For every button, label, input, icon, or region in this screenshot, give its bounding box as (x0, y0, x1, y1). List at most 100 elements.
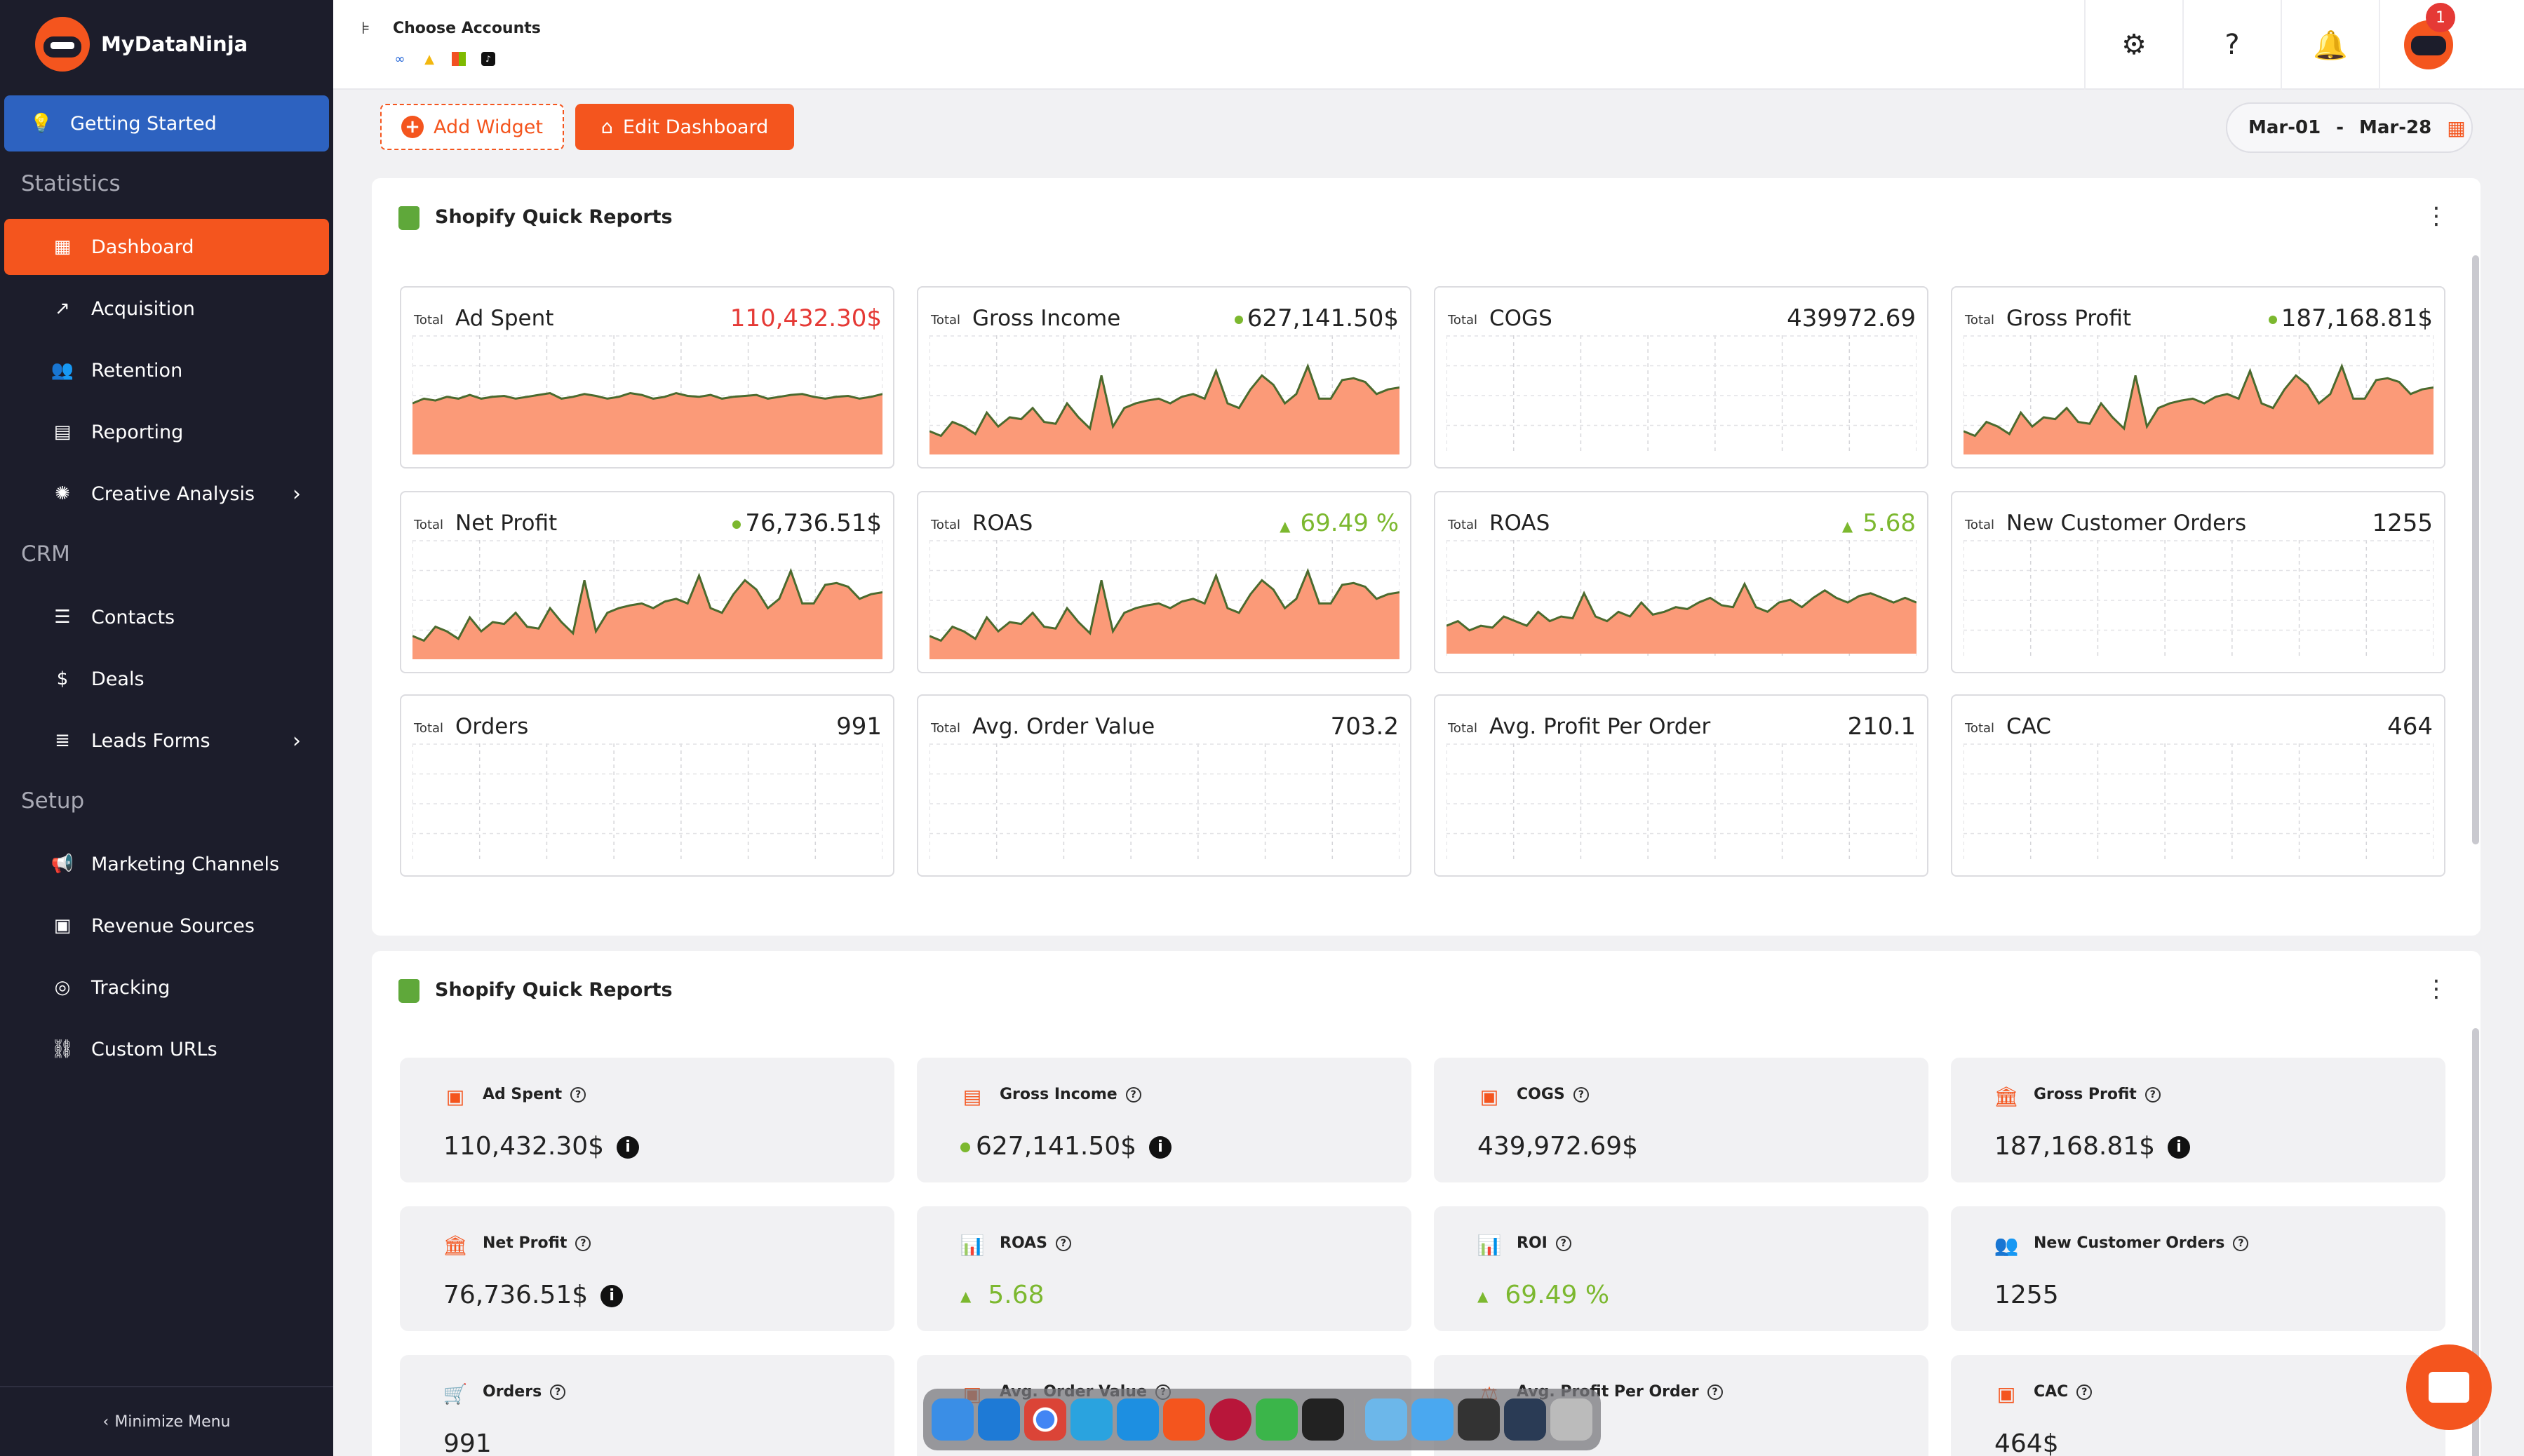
kpi-value: 627,141.50$ (1234, 304, 1399, 332)
sidebar-item-marketing-channels[interactable]: 📢 Marketing Channels (4, 836, 329, 892)
git-app-icon[interactable] (1209, 1398, 1251, 1441)
help-button[interactable]: ? (2182, 0, 2281, 90)
sidebar-item-label: Tracking (91, 976, 170, 999)
sidebar-item-revenue-sources[interactable]: ▣ Revenue Sources (4, 898, 329, 954)
kpi-stat-card[interactable]: ▣ CAC? 464$ (1951, 1355, 2445, 1456)
sidebar-item-label: Creative Analysis (91, 483, 255, 505)
preview-icon[interactable] (1365, 1398, 1407, 1441)
help-circle-icon[interactable]: ? (1125, 1087, 1141, 1103)
trash-icon[interactable] (1550, 1398, 1592, 1441)
kpi-stat-card[interactable]: ▣ Ad Spent? 110,432.30$ i (400, 1058, 894, 1182)
kpi-stat-card[interactable]: 👥 New Customer Orders? 1255 (1951, 1206, 2445, 1331)
kpi-chart-card[interactable]: Total Orders 991 (400, 694, 894, 877)
minimize-menu-label: Minimize Menu (114, 1413, 231, 1431)
stat-value-text: 5.68 (988, 1281, 1045, 1309)
kpi-chart-card[interactable]: Total Avg. Order Value 703.2 (917, 694, 1411, 877)
folder-icon[interactable] (1411, 1398, 1454, 1441)
scrollbar[interactable] (2472, 1028, 2479, 1456)
choose-accounts-button[interactable]: Choose Accounts (393, 20, 541, 37)
kpi-stat-card[interactable]: 🏛 Gross Profit? 187,168.81$ i (1951, 1058, 2445, 1182)
help-circle-icon[interactable]: ? (1055, 1236, 1071, 1251)
terminal-icon[interactable] (1302, 1398, 1344, 1441)
stat-label-text: Net Profit (483, 1234, 568, 1252)
more-options-icon[interactable]: ⋮ (2424, 975, 2448, 1003)
account-tree-icon: ⊧ (361, 18, 370, 38)
chrome-icon[interactable] (1024, 1398, 1066, 1441)
sidebar-item-creative-analysis[interactable]: ✺ Creative Analysis › (4, 466, 329, 522)
sublime-icon[interactable] (1163, 1398, 1205, 1441)
cash-icon: ▣ (1479, 1084, 1499, 1108)
sidebar-item-acquisition[interactable]: ↗ Acquisition (4, 281, 329, 337)
help-circle-icon[interactable]: ? (2144, 1087, 2161, 1103)
kpi-stat-card[interactable]: 🛒 Orders? 991 (400, 1355, 894, 1456)
form-icon: ≣ (55, 730, 70, 751)
numbers-icon[interactable] (1256, 1398, 1298, 1441)
kpi-chart-card[interactable]: Total Gross Profit 187,168.81$ (1951, 286, 2445, 469)
edit-dashboard-button[interactable]: ⌂ Edit Dashboard (575, 104, 794, 150)
kpi-stat-card[interactable]: ▤ Gross Income? 627,141.50$ i (917, 1058, 1411, 1182)
window-thumb-icon[interactable] (1504, 1398, 1546, 1441)
help-circle-icon[interactable]: ? (550, 1384, 566, 1400)
kpi-stat-card[interactable]: 🏛 Net Profit? 76,736.51$ i (400, 1206, 894, 1331)
area-fill (929, 366, 1399, 454)
notification-badge: 1 (2426, 3, 2455, 32)
finder-icon[interactable] (932, 1398, 974, 1441)
kpi-value-text: 76,736.51$ (745, 509, 882, 537)
kpi-chart-card[interactable]: Total Net Profit 76,736.51$ (400, 491, 894, 673)
chat-button[interactable] (2406, 1344, 2492, 1430)
help-circle-icon[interactable]: ? (2233, 1236, 2249, 1251)
kpi-chart-card[interactable]: Total CAC 464 (1951, 694, 2445, 877)
help-circle-icon[interactable]: ? (575, 1236, 591, 1251)
kpi-chart-card[interactable]: Total Gross Income 627,141.50$ (917, 286, 1411, 469)
info-icon[interactable]: i (1149, 1136, 1172, 1159)
sidebar-item-contacts[interactable]: ☰ Contacts (4, 589, 329, 645)
date-to: Mar-28 (2359, 117, 2432, 138)
sidebar-item-leads-forms[interactable]: ≣ Leads Forms › (4, 713, 329, 769)
help-circle-icon[interactable]: ? (570, 1087, 586, 1103)
stat-value: 1255 (1994, 1281, 2059, 1309)
kpi-stat-card[interactable]: ▣ COGS? 439,972.69$ (1434, 1058, 1928, 1182)
docker-icon[interactable] (1117, 1398, 1159, 1441)
notifications-button[interactable]: 🔔 (2281, 0, 2379, 90)
brand[interactable]: MyDataNinja (35, 17, 248, 72)
sidebar-item-dashboard[interactable]: ▦ Dashboard (4, 219, 329, 275)
stat-label-text: Gross Profit (2034, 1086, 2137, 1103)
sidebar-item-retention[interactable]: 👥 Retention (4, 342, 329, 398)
vscode-icon[interactable] (978, 1398, 1020, 1441)
section-statistics: Statistics (21, 171, 121, 196)
window-thumb-icon[interactable] (1458, 1398, 1500, 1441)
sparkline-chart (929, 540, 1399, 659)
chart-icon: 📊 (1477, 1233, 1502, 1257)
kpi-value-text: 69.49 % (1300, 509, 1399, 537)
info-icon[interactable]: i (600, 1285, 624, 1307)
add-widget-button[interactable]: + Add Widget (380, 104, 564, 150)
info-icon[interactable]: i (2168, 1136, 2191, 1159)
help-circle-icon[interactable]: ? (1555, 1236, 1571, 1251)
info-icon[interactable]: i (617, 1136, 640, 1159)
sidebar-item-custom-urls[interactable]: ⛓ Custom URLs (4, 1021, 329, 1077)
kpi-chart-card[interactable]: Total Ad Spent 110,432.30$ (400, 286, 894, 469)
status-dot-icon (960, 1142, 970, 1152)
kpi-chart-card[interactable]: Total New Customer Orders 1255 (1951, 491, 2445, 673)
help-circle-icon[interactable]: ? (2076, 1384, 2093, 1400)
stat-label-text: Orders (483, 1383, 542, 1401)
kpi-chart-card[interactable]: Total Avg. Profit Per Order 210.1 (1434, 694, 1928, 877)
getting-started-button[interactable]: 💡 Getting Started (4, 95, 329, 151)
settings-button[interactable]: ⚙ (2084, 0, 2182, 90)
kpi-chart-card[interactable]: Total COGS 439972.69 (1434, 286, 1928, 469)
help-circle-icon[interactable]: ? (1573, 1087, 1589, 1103)
minimize-menu-button[interactable]: ‹ Minimize Menu (0, 1386, 333, 1456)
kpi-stat-card[interactable]: 📊 ROI? ▲ 69.49 % (1434, 1206, 1928, 1331)
kpi-chart-card[interactable]: Total ROAS ▲ 5.68 (1434, 491, 1928, 673)
kpi-stat-card[interactable]: 📊 ROAS? ▲ 5.68 (917, 1206, 1411, 1331)
sidebar-item-deals[interactable]: $ Deals (4, 651, 329, 707)
scrollbar[interactable] (2472, 255, 2479, 844)
help-circle-icon[interactable]: ? (1707, 1384, 1723, 1400)
date-range-picker[interactable]: Mar-01 - Mar-28 ▦ (2226, 102, 2473, 153)
kpi-value-text: 110,432.30$ (730, 304, 882, 332)
kpi-chart-card[interactable]: Total ROAS ▲ 69.49 % (917, 491, 1411, 673)
more-options-icon[interactable]: ⋮ (2424, 202, 2448, 230)
telegram-icon[interactable] (1070, 1398, 1113, 1441)
sidebar-item-reporting[interactable]: ▤ Reporting (4, 404, 329, 460)
sidebar-item-tracking[interactable]: ◎ Tracking (4, 959, 329, 1016)
